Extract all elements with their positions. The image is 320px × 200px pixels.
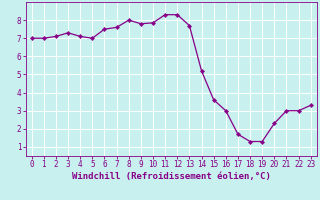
- X-axis label: Windchill (Refroidissement éolien,°C): Windchill (Refroidissement éolien,°C): [72, 172, 271, 181]
